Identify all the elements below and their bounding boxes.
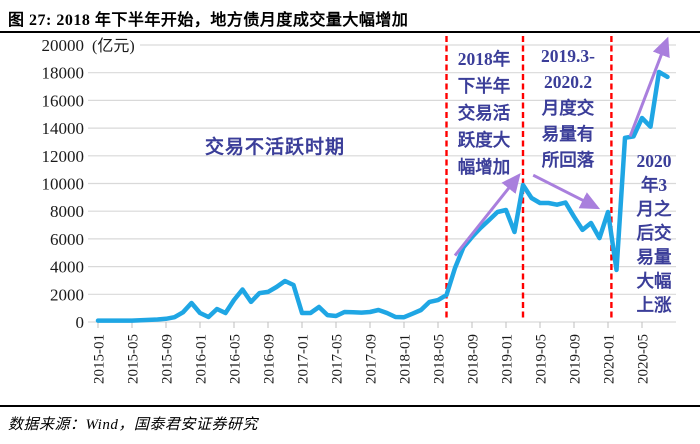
x-tick-label: 2018-01: [398, 334, 414, 384]
annotation-inactive-period: 交易不活跃时期: [204, 137, 345, 158]
x-tick-label: 2019-05: [534, 334, 550, 384]
y-tick-label: 10000: [42, 175, 85, 194]
y-tick-label: 12000: [42, 147, 85, 166]
x-tick-label: 2018-09: [466, 334, 482, 384]
y-axis-unit-label: (亿元): [92, 37, 135, 55]
x-tick-label: 2018-05: [432, 334, 448, 384]
x-tick-label: 2019-09: [568, 334, 584, 384]
annotation-2020-surge: 2020 年3 月之 后交 易量 大幅 上涨: [636, 151, 672, 315]
x-tick-label: 2016-05: [228, 334, 244, 384]
y-tick-label: 8000: [50, 202, 84, 221]
figure-title: 图 27: 2018 年下半年开始，地方债月度成交量大幅增加: [8, 12, 409, 29]
x-axis-labels: 2015-01 2015-05 2015-09 2016-01 2016-05 2016-…: [92, 322, 652, 384]
x-tick-label: 2015-01: [92, 334, 108, 384]
data-source-text: 数据来源：Wind，国泰君安证券研究: [8, 417, 258, 433]
series-line: [95, 69, 670, 323]
x-tick-label: 2019-01: [500, 334, 516, 384]
surge-2020-arrow: [628, 36, 670, 137]
y-tick-label: 2000: [50, 285, 84, 304]
trend-arrows: [453, 36, 670, 257]
pullback-2019-arrow: [532, 173, 601, 210]
x-tick-label: 2015-09: [160, 334, 176, 384]
y-tick-label: 6000: [50, 230, 84, 249]
y-tick-label: 16000: [42, 91, 85, 110]
x-tick-label: 2017-09: [364, 334, 380, 384]
footer-divider: [0, 405, 700, 407]
x-tick-label: 2016-01: [194, 334, 210, 384]
y-axis-labels: 0 2000 4000 6000 8000 10000 12000 14000 16000 180…: [42, 36, 135, 332]
y-tick-label: 14000: [42, 119, 85, 138]
x-tick-label: 2015-05: [126, 334, 142, 384]
annotation-2018-surge: 2018年 下半年 交易活 跃度大 幅增加: [457, 49, 511, 177]
y-tick-label: 20000: [42, 36, 85, 55]
x-tick-label: 2020-05: [636, 334, 652, 384]
x-tick-label: 2020-01: [602, 334, 618, 384]
x-tick-label: 2017-01: [296, 334, 312, 384]
title-divider: [0, 31, 700, 33]
volume-line-series: [95, 69, 670, 323]
x-tick-label: 2016-09: [262, 334, 278, 384]
y-tick-label: 18000: [42, 64, 85, 83]
annotation-2019-pullback: 2019.3- 2020.2 月度交 易量有 所回落: [541, 46, 595, 170]
y-tick-label: 0: [76, 313, 85, 332]
surge-2018-arrow: [453, 173, 521, 257]
x-tick-label: 2017-05: [330, 334, 346, 384]
y-tick-label: 4000: [50, 258, 84, 277]
gridlines: [88, 44, 676, 323]
